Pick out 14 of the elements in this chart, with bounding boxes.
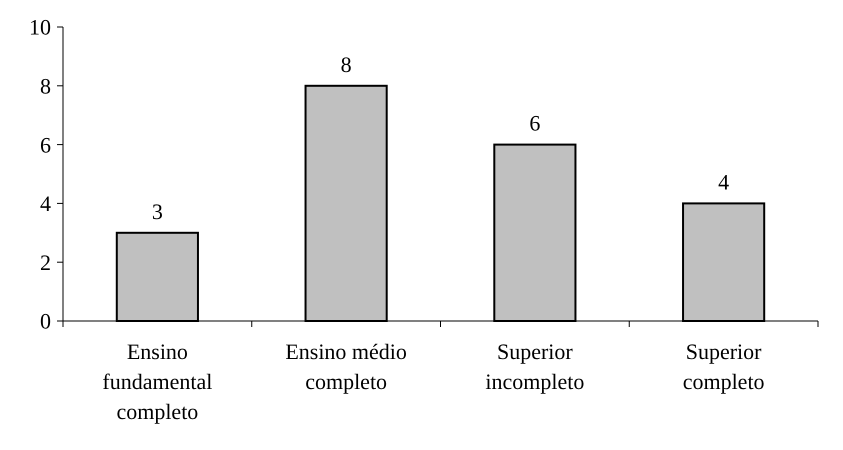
y-tick-label: 0 <box>40 308 51 334</box>
y-tick-label: 2 <box>40 250 51 275</box>
y-tick-label: 10 <box>29 14 51 40</box>
x-tick-label: Ensino fundamental completo <box>102 339 212 424</box>
data-label: 4 <box>718 169 730 194</box>
y-tick-label: 8 <box>40 74 51 98</box>
data-label: 8 <box>340 52 352 77</box>
y-tick-label: 4 <box>40 191 51 216</box>
x-tick-label: Superior completo <box>682 339 765 394</box>
data-label: 3 <box>152 198 163 224</box>
x-tick-label: Superior incompleto <box>485 339 584 394</box>
y-tick-label: 6 <box>40 132 51 158</box>
data-label: 6 <box>529 110 540 136</box>
x-tick-label: Ensino médio completo <box>285 339 407 394</box>
